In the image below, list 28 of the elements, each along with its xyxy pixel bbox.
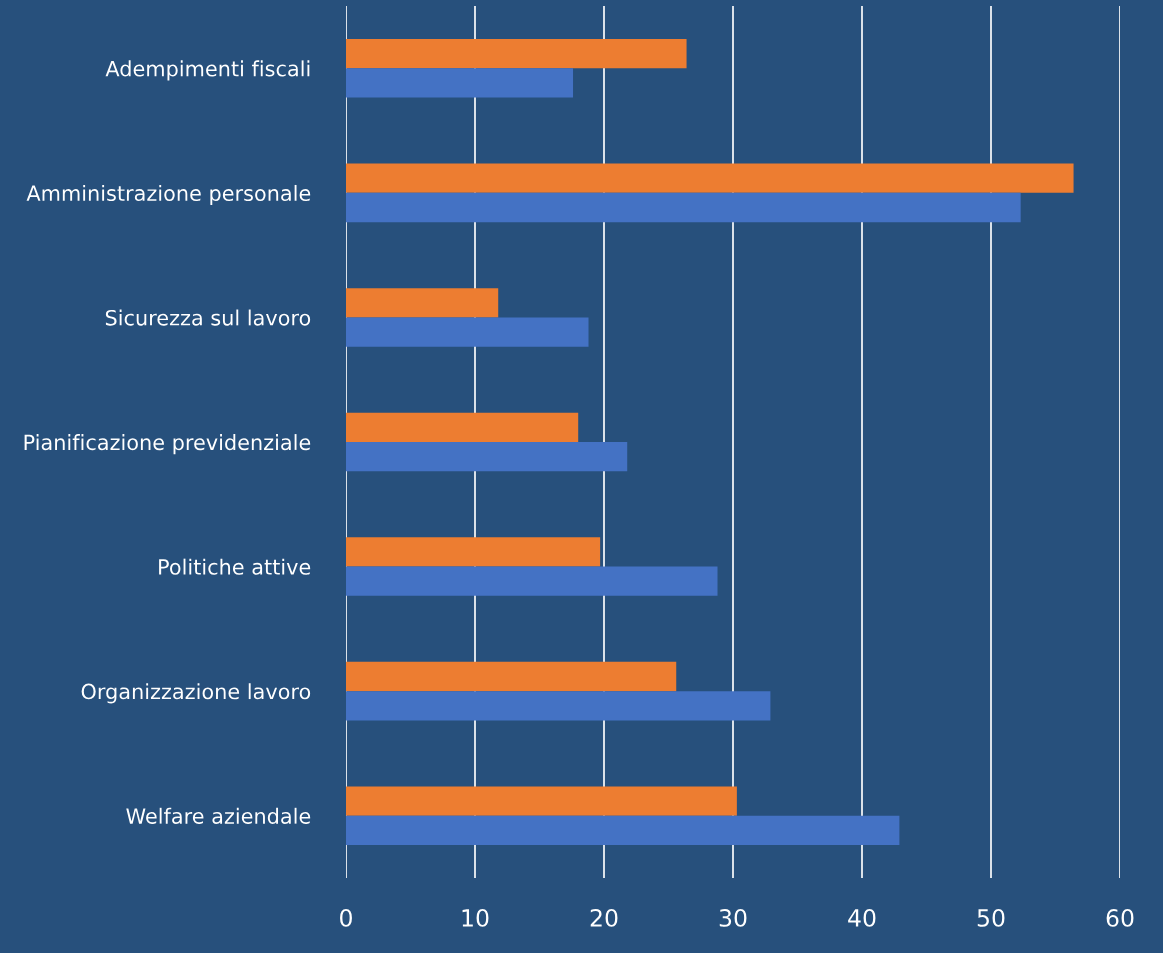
y-tick-label: Adempimenti fiscali — [105, 60, 310, 81]
bar — [346, 163, 1074, 193]
bar — [346, 815, 900, 845]
x-tick-label: 50 — [977, 908, 1005, 927]
y-tick-label: Sicurezza sul lavoro — [105, 309, 311, 326]
x-tick-label: 20 — [590, 908, 618, 927]
x-tick-label: 60 — [1106, 908, 1134, 927]
y-tick-label: Organizzazione lavoro — [81, 683, 311, 704]
bar — [346, 786, 737, 816]
y-tick-label: Politiche attive — [159, 558, 311, 575]
y-tick-label: Pianificazione previdenziale — [24, 434, 311, 455]
bar — [346, 661, 677, 692]
bar — [346, 68, 574, 98]
bar — [346, 566, 718, 596]
bar — [346, 537, 601, 567]
bar — [346, 691, 771, 721]
y-tick-label: Welfare aziendale — [126, 807, 311, 824]
bar — [346, 442, 628, 472]
bar — [346, 412, 579, 442]
x-tick-label: 30 — [719, 908, 747, 927]
bar — [346, 317, 589, 347]
bar — [346, 288, 499, 318]
x-tick-label: 0 — [340, 908, 352, 927]
x-tick-label: 10 — [462, 908, 489, 927]
y-tick-label: Amministrazione personale — [26, 184, 311, 206]
bar — [346, 192, 1021, 223]
x-tick-label: 40 — [848, 908, 876, 927]
bar — [346, 39, 687, 69]
